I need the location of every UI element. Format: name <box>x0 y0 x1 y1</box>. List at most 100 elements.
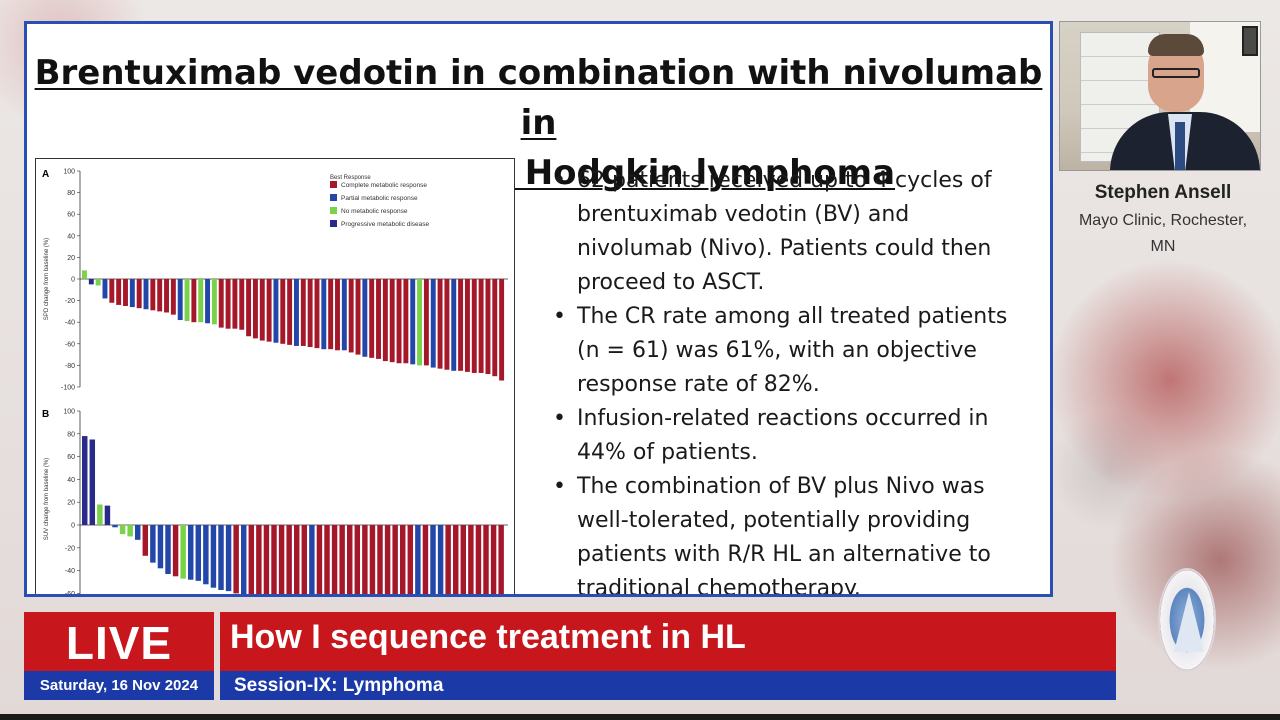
panel-a-bar <box>369 279 375 358</box>
panel-a-bar <box>410 279 416 365</box>
panel-a-bar <box>362 279 368 357</box>
panel-b-bar <box>165 525 171 575</box>
panel-a-bar <box>335 279 340 351</box>
panel-b-bar <box>400 525 406 594</box>
panel-a-bar <box>246 279 252 337</box>
panel-b-bar <box>407 525 414 594</box>
broadcast-date: Saturday, 16 Nov 2024 <box>24 671 214 700</box>
panel-a-bars <box>82 270 505 381</box>
panel-b-bar <box>301 525 308 594</box>
slide-title-line-1: Brentuximab vedotin in combination with … <box>34 53 1043 143</box>
panel-b-bar <box>248 525 255 594</box>
panel-b-bar <box>415 525 421 594</box>
panel-a-bar <box>116 279 122 305</box>
panel-a-tick-label: 100 <box>63 169 75 176</box>
panel-a-bar <box>478 279 484 373</box>
panel-a-bar <box>170 279 176 315</box>
panel-b-bar <box>468 525 474 594</box>
panel-a-bar <box>430 279 436 368</box>
bullet-list: 62 patients received up to 4 cycles of b… <box>553 164 1023 594</box>
bullet-item: 62 patients received up to 4 cycles of b… <box>553 164 1023 300</box>
panel-b-bar <box>377 525 383 594</box>
panel-a-bar <box>123 279 128 306</box>
panel-a-tick-label: 60 <box>67 212 75 219</box>
panel-a-bar <box>328 279 334 350</box>
panel-b-bars <box>82 436 504 594</box>
panel-a-bar <box>109 279 115 303</box>
panel-a-bar <box>184 279 190 322</box>
panel-b-bar <box>271 525 277 594</box>
panel-b-bar <box>241 525 247 594</box>
talk-title-bar: How I sequence treatment in HL <box>220 612 1116 671</box>
session-bar: Session-IX: Lymphoma <box>220 671 1116 700</box>
panel-b-bar <box>422 525 429 594</box>
panel-b-bar <box>354 525 361 594</box>
panel-b-bar <box>142 525 149 556</box>
panel-b-bar <box>203 525 209 585</box>
panel-b-bar <box>150 525 156 563</box>
panel-b-tick-label: 100 <box>63 409 75 416</box>
live-badge: LIVE <box>24 612 214 672</box>
waterfall-chart-svg: A B SPD change from baseline (%) SUV cha… <box>42 169 508 594</box>
speaker-name: Stephen Ansell <box>1094 182 1232 203</box>
panel-b-bar <box>498 525 504 594</box>
speaker-glasses <box>1152 68 1200 78</box>
panel-a-bar <box>191 279 197 323</box>
panel-b-bar <box>445 525 451 594</box>
panel-b-tick-label: -40 <box>65 568 75 575</box>
panel-b-bar <box>104 505 111 525</box>
panel-a-y-axis-label: SPD change from baseline (%) <box>44 238 50 320</box>
panel-a-tick-label: -60 <box>65 341 75 348</box>
panel-b-bar <box>233 525 239 594</box>
panel-b-tick-label: 40 <box>67 477 75 484</box>
talk-title: How I sequence treatment in HL <box>230 618 746 656</box>
panel-b-bar <box>347 525 353 594</box>
legend-swatch <box>330 220 337 227</box>
logo-mountain-icon <box>1174 592 1204 652</box>
panel-a-bar <box>437 279 443 369</box>
legend-label: No metabolic response <box>341 208 408 215</box>
bullet-item: Infusion-related reactions occurred in 4… <box>553 402 1023 470</box>
panel-a-bar <box>136 279 142 309</box>
panel-b-bar <box>294 525 300 594</box>
session-name: Session-IX: Lymphoma <box>234 675 444 696</box>
panel-a-bar <box>232 279 238 329</box>
chart-legend: Best Response Complete metabolic respons… <box>330 175 430 228</box>
live-label: LIVE <box>65 617 173 669</box>
speaker-affiliation-line-1: Mayo Clinic, Rochester, <box>1078 212 1248 229</box>
panel-a-bar <box>82 270 87 279</box>
speaker-hair <box>1148 34 1204 56</box>
panel-a-bar <box>423 279 429 366</box>
panel-a-bar <box>485 279 491 375</box>
panel-a-bar <box>417 279 423 366</box>
panel-b-bar <box>453 525 459 594</box>
panel-b-tick-label: 80 <box>67 431 75 438</box>
panel-a-bar <box>300 279 306 346</box>
panel-b-bar <box>82 436 88 525</box>
bottom-strip <box>0 714 1280 720</box>
panel-b-bar <box>195 525 202 581</box>
speaker-tie <box>1175 122 1185 170</box>
panel-a-bar <box>458 279 464 371</box>
speaker-affiliation: Mayo Clinic, Rochester, MN <box>1063 208 1263 260</box>
panel-a-bar <box>259 279 265 341</box>
panel-a-bar <box>348 279 354 353</box>
panel-b-bar <box>324 525 330 594</box>
panel-a-bar <box>341 279 347 351</box>
panel-a-tick-label: -40 <box>65 320 75 327</box>
panel-a-bar <box>150 279 156 311</box>
panel-a-bar <box>307 279 313 348</box>
panel-a-bar <box>382 279 388 362</box>
panel-b-bar <box>437 525 444 594</box>
panel-b-bar <box>490 525 497 594</box>
panel-b-bar <box>339 525 345 594</box>
panel-b-bar <box>392 525 398 594</box>
panel-b-tick-label: 0 <box>71 523 75 530</box>
panel-a-bar <box>280 279 286 344</box>
speaker-affiliation-line-2: MN <box>1150 238 1176 255</box>
panel-b-bar <box>135 525 141 540</box>
panel-b-bar <box>369 525 376 594</box>
panel-b-bar <box>309 525 315 594</box>
panel-a-bar <box>164 279 169 313</box>
panel-a-bar <box>294 279 299 346</box>
